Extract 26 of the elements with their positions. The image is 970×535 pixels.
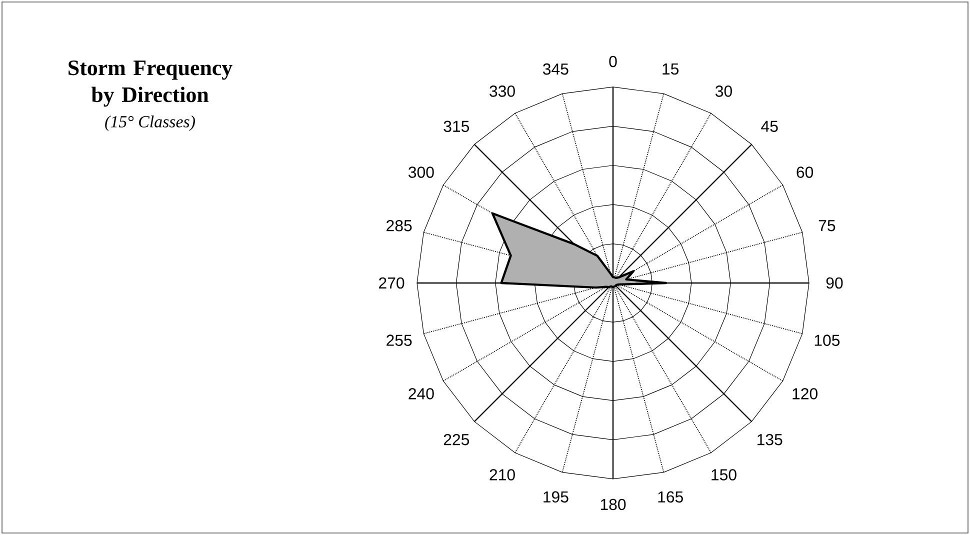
spoke-label: 240 [408,388,434,400]
spoke-label: 120 [792,388,818,400]
spoke-label: 135 [758,434,782,446]
spoke-label: 195 [544,491,568,503]
spoke-label: 255 [386,334,412,346]
text: (15° Classes) [105,116,195,131]
spoke-label: 15 [662,63,679,75]
spoke-label: 285 [386,220,412,232]
spoke-label: 165 [658,491,683,503]
spoke-label: 60 [796,166,814,178]
spoke-label: 315 [444,120,470,132]
spoke-label: 225 [444,434,470,446]
spoke-label: 180 [600,498,626,510]
spoke-label: 75 [818,220,836,232]
spoke-label: 330 [490,86,515,97]
spoke-label: 150 [712,469,736,480]
spoke-label: 30 [715,86,732,97]
spoke-label: 210 [490,469,515,480]
spoke-label: 105 [814,334,840,346]
text: Storm Frequency by Direction [68,60,232,107]
spoke-label: 300 [408,166,434,178]
spoke-label: 45 [761,120,778,132]
spoke-label: 270 [379,277,404,289]
spoke-label: 345 [542,63,568,75]
spoke-label: 90 [826,277,843,289]
spoke-label: 0 [609,56,617,68]
